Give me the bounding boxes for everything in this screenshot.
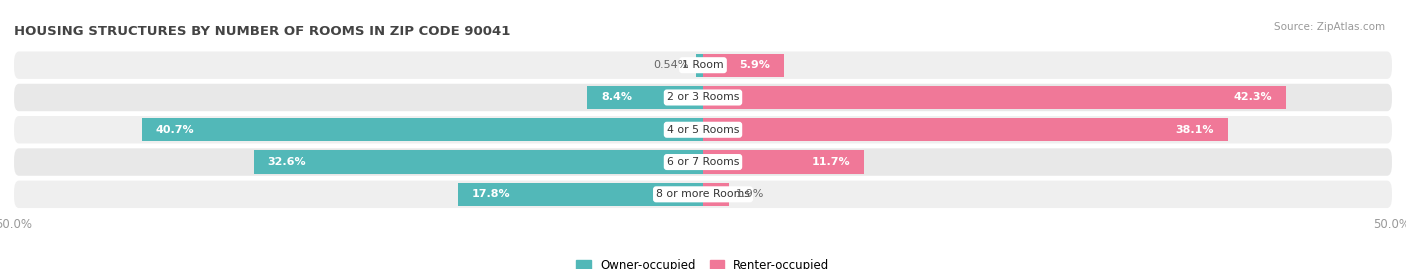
Text: HOUSING STRUCTURES BY NUMBER OF ROOMS IN ZIP CODE 90041: HOUSING STRUCTURES BY NUMBER OF ROOMS IN… — [14, 24, 510, 38]
Bar — [703, 150, 865, 174]
Text: 1 Room: 1 Room — [682, 60, 724, 70]
Text: 40.7%: 40.7% — [156, 125, 194, 135]
Text: 6 or 7 Rooms: 6 or 7 Rooms — [666, 157, 740, 167]
Bar — [142, 118, 703, 141]
Legend: Owner-occupied, Renter-occupied: Owner-occupied, Renter-occupied — [576, 259, 830, 269]
Text: 0.54%: 0.54% — [654, 60, 689, 70]
Bar — [696, 54, 703, 77]
Bar — [254, 150, 703, 174]
Text: 32.6%: 32.6% — [267, 157, 307, 167]
Bar — [703, 54, 785, 77]
Text: 38.1%: 38.1% — [1175, 125, 1215, 135]
Text: 8.4%: 8.4% — [600, 93, 633, 102]
Text: Source: ZipAtlas.com: Source: ZipAtlas.com — [1274, 22, 1385, 31]
FancyBboxPatch shape — [14, 51, 1392, 79]
Text: 17.8%: 17.8% — [471, 189, 510, 199]
Text: 11.7%: 11.7% — [811, 157, 851, 167]
FancyBboxPatch shape — [14, 116, 1392, 143]
Bar — [458, 183, 703, 206]
FancyBboxPatch shape — [14, 84, 1392, 111]
Text: 42.3%: 42.3% — [1233, 93, 1272, 102]
Bar — [703, 183, 730, 206]
Bar — [703, 86, 1286, 109]
Text: 2 or 3 Rooms: 2 or 3 Rooms — [666, 93, 740, 102]
Bar — [588, 86, 703, 109]
Bar — [703, 118, 1227, 141]
Text: 8 or more Rooms: 8 or more Rooms — [657, 189, 749, 199]
Text: 5.9%: 5.9% — [740, 60, 770, 70]
Text: 1.9%: 1.9% — [737, 189, 765, 199]
FancyBboxPatch shape — [14, 180, 1392, 208]
FancyBboxPatch shape — [14, 148, 1392, 176]
Text: 4 or 5 Rooms: 4 or 5 Rooms — [666, 125, 740, 135]
